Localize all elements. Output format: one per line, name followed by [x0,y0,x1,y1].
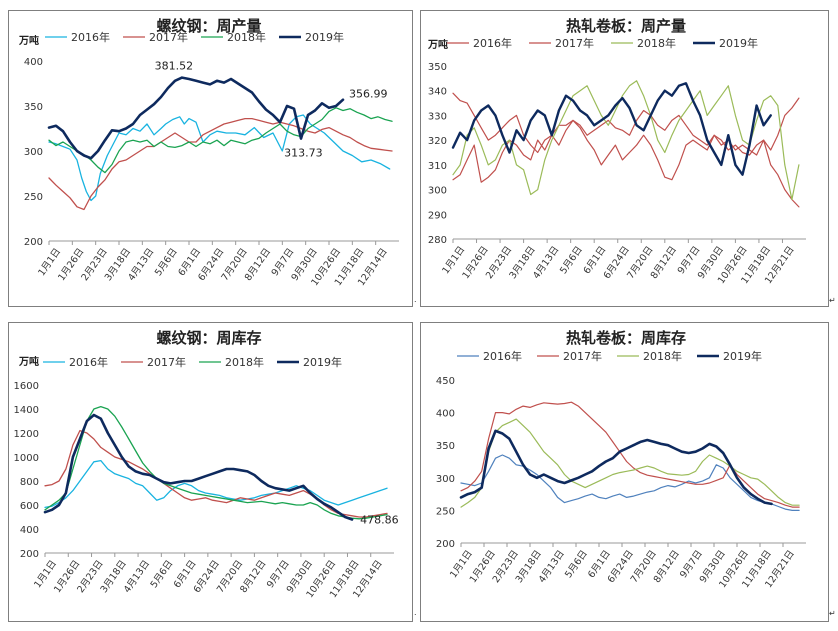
y-tick-label: 600 [20,501,39,512]
y-tick-label: 450 [436,376,455,387]
chart-svg-1: 热轧卷板：周产量万吨2802903003103203303403501月1日1月… [427,17,806,286]
y-tick-label: 320 [428,136,447,147]
chart-panel-hrc-output: 热轧卷板：周产量 万吨 280 290 300 310 320 330 340 350 1月1日 1月… [420,10,829,307]
legend-label: 2017年 [147,355,186,369]
series-line-2 [460,418,800,508]
legend-label: 2019年 [303,355,342,369]
y-tick-label: 400 [436,409,455,420]
y-axis-unit-label: 万吨 [18,34,39,47]
legend-label: 2019年 [723,349,762,363]
y-tick-label: 280 [428,235,447,246]
x-tick-label: 5月6日 [563,548,590,580]
chart-title: 热轧卷板：周产量 [566,17,686,35]
y-axis-unit-label: 万吨 [18,355,39,368]
x-tick-label: 5月6日 [153,246,180,278]
series-line-0 [44,459,388,509]
data-label: 478.86 [360,514,399,527]
y-tick-label: 1000 [14,453,39,464]
legend-label: 2016年 [69,355,108,369]
y-tick-label: 1400 [14,405,39,416]
series-line-0 [452,119,800,208]
legend-label: 2016年 [483,349,522,363]
legend-label: 2017年 [149,30,188,44]
data-label: 313.73 [284,147,323,160]
series-line-1 [452,92,800,156]
series-line-1 [48,117,393,211]
y-tick-label: 400 [24,57,43,68]
legend-label: 2019年 [719,36,758,50]
y-tick-label: 330 [428,111,447,122]
y-tick-label: 200 [24,237,43,248]
series-line-2 [452,80,800,201]
y-tick-label: 400 [20,525,39,536]
y-tick-label: 300 [24,147,43,158]
chart-title: 热轧卷板：周库存 [566,329,686,347]
y-tick-label: 300 [428,186,447,197]
legend-label: 2018年 [225,355,264,369]
y-tick-label: 200 [436,539,455,550]
y-tick-label: 340 [428,87,447,98]
series-line-1 [44,429,388,518]
y-tick-label: 250 [436,506,455,517]
legend-label: 2018年 [227,30,266,44]
legend-label: 2018年 [643,349,682,363]
y-tick-label: 350 [436,441,455,452]
x-tick-label: 5月6日 [149,558,176,590]
chart-panel-rebar-output: 螺纹钢：周产量 万吨 200 250 300 350 400 1月1日 1月26日 2月23日 3月… [8,10,413,307]
series-line-3 [43,413,354,521]
y-tick-label: 350 [24,102,43,113]
legend-label: 2016年 [473,36,512,50]
chart-svg-3: 热轧卷板：周库存2002503003504004501月1日1月26日2月23日… [436,329,806,590]
y-tick-label: 1600 [14,381,39,392]
legend-label: 2018年 [637,36,676,50]
series-line-0 [48,114,391,202]
chart-corner-mark-1: ↵ [829,296,836,305]
y-axis-unit-label: 万吨 [427,38,448,51]
series-line-3 [451,82,772,176]
legend-label: 2019年 [305,30,344,44]
chart-panel-hrc-inventory: 热轧卷板：周库存 200 250 300 350 400 450 1月1日 1月26日 2月23日… [420,322,829,622]
chart-title: 螺纹钢：周库存 [156,329,261,347]
y-tick-label: 1200 [14,429,39,440]
series-line-3 [459,429,773,506]
data-label: 381.52 [155,60,194,73]
series-line-0 [460,454,800,511]
y-tick-label: 800 [20,477,39,488]
chart-corner-mark-0: . [414,295,417,304]
chart-title: 螺纹钢：周产量 [156,17,261,35]
y-tick-label: 300 [436,474,455,485]
series-line-2 [44,405,388,520]
chart-corner-mark-2: . [414,608,417,617]
legend-label: 2017年 [555,36,594,50]
chart-svg-2: 螺纹钢：周库存万吨20040060080010001200140016001月1… [14,329,399,600]
series-line-3 [47,76,345,160]
chart-corner-mark-3: ↵ [829,609,836,618]
y-tick-label: 350 [428,62,447,73]
legend-label: 2016年 [71,30,110,44]
chart-panel-rebar-inventory: 螺纹钢：周库存 万吨 200 400 600 800 1000 1200 1400 1600 1月1… [8,322,413,622]
legend-label: 2017年 [563,349,602,363]
series-line-2 [48,107,393,174]
y-tick-label: 290 [428,210,447,221]
y-tick-label: 200 [20,549,39,560]
x-tick-label: 5月6日 [558,244,585,276]
series-line-1 [460,401,800,508]
data-label: 356.99 [349,88,388,101]
chart-svg-0: 螺纹钢：周产量万吨2002503003504001月1日1月26日2月23日3月… [18,17,399,288]
y-tick-label: 250 [24,192,43,203]
y-tick-label: 310 [428,161,447,172]
